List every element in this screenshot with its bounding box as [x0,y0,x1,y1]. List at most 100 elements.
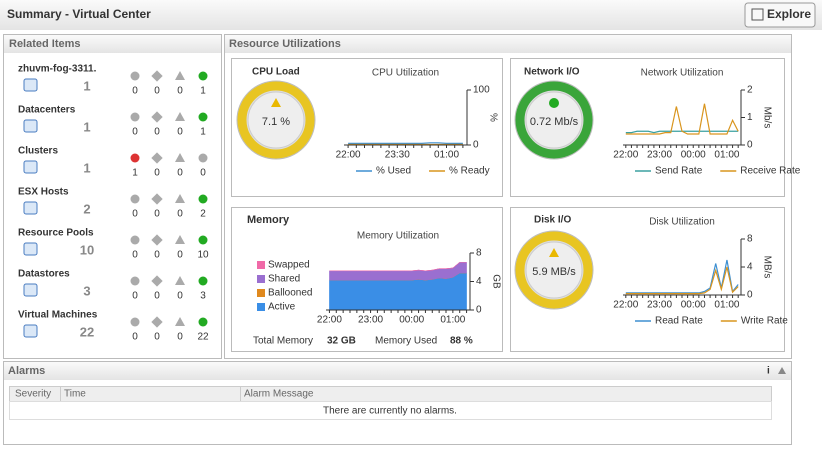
header-bar [0,0,822,30]
state-count: 3 [200,291,206,302]
y-axis-label: GB [490,274,501,289]
x-tick-label: 22:00 [336,150,361,161]
y-tick-label: 0 [747,140,753,151]
state-icon [198,112,208,122]
x-tick-label: 01:00 [440,315,465,326]
state-count: 0 [154,250,160,261]
item-count: 2 [83,201,90,216]
chart-title: Memory Utilization [357,231,439,242]
x-tick-label: 23:00 [647,150,672,161]
y-tick-label: 4 [747,262,753,273]
state-icon [130,317,140,327]
state-count: 0 [177,127,183,138]
state-count: 0 [177,332,183,343]
info-icon[interactable]: i [767,366,770,377]
state-count: 0 [177,291,183,302]
y-tick-label: 0 [476,305,482,316]
item-icon [23,242,38,256]
used-value: 88 % [450,336,473,347]
x-tick-label: 00:00 [399,315,424,326]
state-icon [130,71,140,81]
alarms-title: Alarms [8,365,45,377]
legend-swatch [257,275,265,283]
column-header[interactable]: Severity [15,389,51,400]
state-count: 0 [154,209,160,220]
y-tick-label: 1 [747,112,753,123]
state-icon [151,234,163,246]
state-icon [198,276,208,286]
y-tick-label: 0 [473,140,479,151]
state-count: 2 [200,209,206,220]
gauge-ring [515,231,593,309]
x-tick-label: 00:00 [681,150,706,161]
item-icon [23,283,38,297]
used-label: Memory Used [375,336,437,347]
state-count: 1 [200,127,206,138]
item-count: 3 [83,283,90,298]
legend-label: Swapped [268,260,310,271]
legend-swatch [257,303,265,311]
network-title: Network I/O [524,67,580,78]
memory-title: Memory [247,214,290,226]
collapse-icon[interactable] [778,367,786,374]
gauge-warning [549,248,559,257]
state-icon [198,194,208,204]
state-icon [130,235,140,245]
item-count: 22 [80,324,94,339]
total-value: 32 GB [327,336,356,347]
state-icon [130,194,140,204]
legend-label: Write Rate [741,316,788,327]
y-tick-label: 100 [473,85,490,96]
explore-label[interactable]: Explore [767,7,811,21]
legend-label: % Ready [449,166,490,177]
gauge-face [525,91,583,149]
y-tick-label: 8 [747,234,753,245]
item-icon [23,119,38,133]
table-header [9,386,772,402]
state-icon [130,276,140,286]
item-name: Clusters [18,146,58,157]
y-tick-label: 4 [476,276,482,287]
legend-swatch [257,261,265,269]
item-icon [23,78,38,92]
table-row [9,401,772,420]
empty-message: There are currently no alarms. [323,406,457,417]
resource-title: Resource Utilizations [229,38,341,50]
state-icon [175,112,185,121]
item-name: Virtual Machines [18,310,98,321]
item-count: 1 [83,160,90,175]
gauge-ring [237,81,315,159]
state-count: 0 [200,168,206,179]
line [625,266,739,295]
state-icon [130,112,140,122]
item-name: Datastores [18,269,70,280]
state-icon [198,317,208,327]
state-icon [151,275,163,287]
legend-label: Receive Rate [740,166,800,177]
state-icon [130,153,140,163]
page-title: Summary - Virtual Center [7,7,151,21]
item-name: ESX Hosts [18,187,69,198]
x-tick-label: 23:30 [385,150,410,161]
column-header[interactable]: Time [64,389,86,400]
gauge-value: 7.1 % [262,116,290,128]
state-icon [198,235,208,245]
state-count: 10 [197,250,209,261]
chart-title: Disk Utilization [649,217,715,228]
alarms-header [4,362,791,380]
total-label: Total Memory [253,336,313,347]
state-count: 1 [200,86,206,97]
line [348,142,463,144]
area [329,262,467,272]
state-count: 0 [177,168,183,179]
disk-title: Disk I/O [534,215,571,226]
state-icon [175,194,185,203]
x-tick-label: 22:00 [613,300,638,311]
column-header[interactable]: Alarm Message [244,389,314,400]
state-count: 0 [132,250,138,261]
state-count: 0 [177,86,183,97]
legend-label: Ballooned [268,288,312,299]
state-icon [175,317,185,326]
